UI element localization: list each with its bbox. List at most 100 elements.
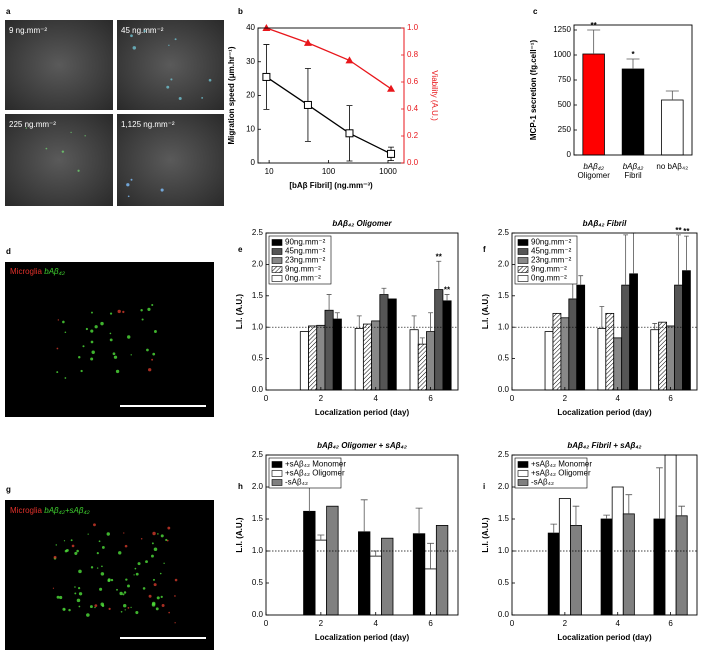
- y-tick-label: 2.0: [498, 260, 510, 269]
- cell-dot: [153, 583, 157, 587]
- cell-dot: [94, 325, 98, 329]
- cell-dot: [151, 554, 154, 558]
- cell-dot: [159, 572, 162, 575]
- y-tick-label: 10: [246, 124, 255, 133]
- x-tick-label: 0: [510, 619, 515, 628]
- y2-axis-label: Viability (A.U.): [430, 70, 439, 121]
- x-axis-label: Localization period (day): [557, 633, 652, 642]
- image-label: Microglia bAβ₄₂: [10, 267, 65, 276]
- cell-dot: [78, 592, 83, 596]
- bar: [600, 518, 613, 616]
- legend-label: -sAβ₄₂: [531, 478, 554, 487]
- micrograph: [5, 262, 214, 417]
- x-tick-label: bAβ₄₂: [583, 162, 604, 171]
- cell-dot: [94, 606, 96, 609]
- legend-label: 23ng.mm⁻²: [285, 256, 326, 265]
- cell-dot: [110, 578, 114, 582]
- cell-dot: [127, 606, 130, 609]
- bar: [362, 323, 373, 391]
- cell-dot: [130, 354, 132, 356]
- bar: [576, 284, 586, 391]
- y-tick-label: 2.5: [498, 228, 510, 237]
- cell-dot: [146, 348, 149, 352]
- image-label: 45 ng.mm⁻²: [121, 26, 164, 35]
- legend-label: 9ng.mm⁻²: [531, 265, 567, 274]
- cell-dot: [90, 329, 94, 333]
- error-bar: [334, 312, 340, 320]
- cell-dot: [70, 539, 73, 542]
- error-bar: [436, 260, 442, 290]
- cell-dot: [64, 377, 67, 379]
- cell-dot: [134, 567, 137, 570]
- x-tick-label: 4: [615, 394, 620, 403]
- cell-dot: [59, 595, 63, 600]
- legend-swatch: [271, 479, 283, 486]
- cell-dot: [151, 303, 154, 307]
- data-line: [266, 76, 392, 155]
- x-tick-label: 6: [668, 394, 673, 403]
- cell-dot: [86, 613, 90, 617]
- cell-dot: [62, 607, 66, 611]
- cell-dot: [57, 319, 60, 321]
- marker: [387, 84, 396, 92]
- panel-letter: g: [6, 485, 11, 494]
- x-tick-label: Fibril: [624, 171, 642, 180]
- cell-dot: [160, 188, 164, 192]
- error-bar: [599, 306, 605, 329]
- bar: [424, 568, 437, 616]
- bar: [661, 99, 684, 156]
- y-tick-label: 2.5: [252, 228, 264, 237]
- plot-frame: [265, 232, 459, 391]
- cell-dot: [135, 611, 139, 615]
- bar: [412, 533, 426, 616]
- bar: [560, 317, 570, 391]
- data-line: [266, 27, 392, 90]
- label-microglia: Microglia: [10, 267, 43, 276]
- panel-letter: h: [238, 482, 243, 491]
- marker: [303, 38, 312, 46]
- label-peptide: bAβ₄₂: [44, 267, 65, 276]
- legend-swatch: [517, 257, 529, 264]
- cell-dot: [68, 608, 71, 612]
- marker: [345, 56, 354, 64]
- y-tick-label: 750: [558, 75, 572, 84]
- error-bar: [326, 294, 332, 311]
- cell-dot: [123, 532, 125, 534]
- cell-dot: [45, 147, 48, 150]
- cell-dot: [123, 591, 127, 594]
- cell-dot: [52, 587, 55, 589]
- legend-label: +sAβ₄₂ Monomer: [285, 460, 346, 469]
- cell-dot: [78, 605, 81, 608]
- legend-swatch: [517, 275, 529, 282]
- cell-dot: [99, 587, 103, 591]
- cell-dot: [74, 586, 76, 588]
- bar: [658, 321, 668, 391]
- y-axis-label: MCP-1 secretion (fg.cell⁻¹): [529, 40, 538, 141]
- x-tick-label: 2: [563, 619, 568, 628]
- y-tick-label: 0.5: [252, 578, 264, 587]
- panel-letter: a: [6, 7, 11, 16]
- significance-label: **: [591, 21, 598, 30]
- cell-dot: [151, 542, 154, 545]
- y2-tick-label: 0.2: [407, 131, 419, 140]
- cell-dot: [100, 572, 105, 576]
- significance-label: *: [631, 50, 635, 59]
- cell-dot: [160, 534, 164, 538]
- y-tick-label: 1250: [553, 25, 571, 34]
- cell-dot: [137, 562, 141, 566]
- cell-dot: [74, 592, 77, 595]
- cell-dot: [130, 606, 132, 609]
- cell-dot: [70, 131, 72, 134]
- legend-label: +sAβ₄₂ Monomer: [531, 460, 592, 469]
- cell-dot: [76, 549, 79, 553]
- legend-swatch: [271, 257, 283, 264]
- legend-swatch: [271, 266, 283, 273]
- cell-dot: [168, 44, 170, 46]
- bar: [434, 289, 444, 391]
- micrograph: [117, 114, 224, 206]
- y2-tick-label: 1.0: [407, 23, 419, 32]
- cell-dot: [77, 169, 80, 172]
- y-axis-label: L.I. (A.U.): [481, 517, 490, 552]
- x-tick-label: 2: [563, 394, 568, 403]
- x-tick-label: Oligomer: [577, 171, 610, 180]
